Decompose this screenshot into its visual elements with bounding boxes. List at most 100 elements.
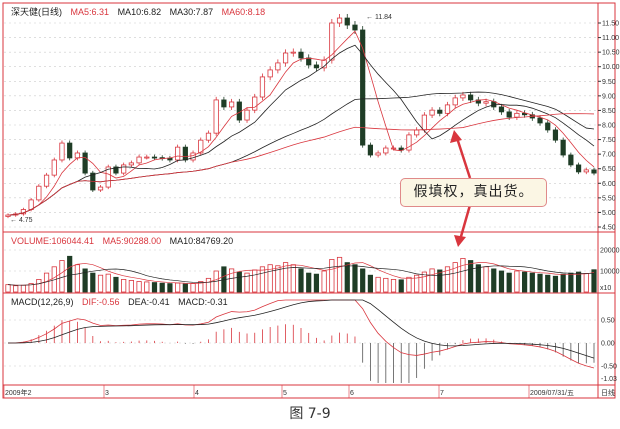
volume-bar (259, 266, 266, 293)
volume-bar (452, 262, 458, 293)
ma5-line (7, 30, 595, 216)
volume-bar (360, 268, 366, 293)
volume-bar (383, 277, 389, 293)
volume-header: VOLUME:106044.41 MA5:90288.00 MA10:84769… (11, 236, 239, 246)
volume-unit-label: x10 (600, 285, 611, 292)
volume-bar (460, 257, 466, 293)
candle-body (51, 159, 57, 176)
volume-bar (190, 283, 196, 293)
volume-bar (429, 268, 435, 293)
candle-body (491, 101, 497, 108)
volume-ma10-label: MA10:84769.20 (169, 236, 234, 246)
volume-bar (136, 281, 142, 293)
candle-body (282, 52, 289, 64)
price-tick-label: 6.50 (602, 166, 616, 173)
candle-body (252, 96, 258, 111)
candle-body (360, 29, 366, 146)
candle-body (591, 169, 597, 174)
candle-body (121, 164, 127, 174)
volume-bar (375, 276, 381, 293)
volume-bar (144, 281, 150, 293)
candle-body (352, 24, 358, 31)
volume-bar (583, 273, 589, 293)
volume-bar (128, 280, 134, 293)
candle-body (545, 122, 551, 131)
candle-body (383, 147, 389, 154)
period-label: 日线 (601, 388, 615, 397)
price-tick-label: 10.50 (602, 50, 620, 57)
volume-bar (437, 269, 443, 293)
volume-bar (121, 278, 127, 293)
candle-body (205, 132, 212, 141)
candle-body (306, 57, 312, 66)
dif-label: DIF:-0.56 (82, 297, 120, 307)
dea-line (7, 299, 595, 359)
candle-body (290, 51, 296, 54)
candle-body (59, 142, 65, 161)
volume-bar (468, 260, 474, 293)
volume-bar (336, 256, 343, 293)
price-header: 深天健(日线) MA5:6.31 MA10:6.82 MA30:7.87 MA6… (11, 5, 271, 18)
volume-bar (560, 273, 566, 293)
volume-bar (252, 269, 258, 293)
candle-body (429, 109, 435, 116)
candle-body (313, 64, 320, 69)
volume-bar (13, 285, 19, 293)
price-tick-label: 7.00 (602, 152, 616, 159)
candle-body (568, 154, 574, 166)
volume-tick-label: 10000 (600, 269, 620, 276)
candle-body (182, 146, 188, 161)
volume-bar (67, 255, 73, 293)
volume-bar (306, 272, 312, 293)
candle-body (67, 142, 73, 159)
figure-caption: 图 7-9 (289, 406, 331, 422)
macd-title: MACD(12,26,9) (11, 297, 74, 307)
candle-body (28, 199, 34, 210)
candle-body (537, 117, 543, 124)
candle-body (97, 186, 104, 191)
price-tick-label: 9.00 (602, 93, 616, 100)
annotation-callout: 假填权，真出货。 (400, 178, 547, 207)
outer-frame (2, 2, 616, 399)
arrowhead-icon (450, 130, 462, 143)
price-tick-label: 5.00 (602, 210, 616, 217)
volume-bar (82, 268, 88, 293)
price-tick-label: 11.50 (602, 21, 619, 28)
volume-bar (175, 282, 181, 293)
candle-body (506, 111, 512, 118)
volume-bar (545, 274, 551, 293)
date-label: 7 (440, 390, 444, 397)
volume-bar (151, 282, 158, 293)
volume-bar (390, 278, 397, 293)
candle-body (244, 109, 250, 121)
volume-bar (182, 283, 188, 293)
volume-bar (568, 272, 574, 293)
candle-body (43, 174, 50, 187)
volume-bar (236, 271, 242, 293)
candle-body (267, 69, 273, 78)
volume-bar (113, 276, 119, 293)
volume-bar (105, 273, 111, 293)
volume-bar (514, 270, 520, 293)
candle-body (113, 166, 119, 174)
volume-bar (522, 271, 528, 293)
volume-bar (97, 274, 104, 293)
candle-body (221, 99, 227, 108)
macd-tick-label: -0.50 (601, 364, 617, 371)
volume-bar (313, 273, 320, 293)
candle-body (406, 134, 412, 151)
volume-bar (475, 264, 481, 293)
volume-bar (59, 260, 65, 293)
date-label: 6 (350, 390, 354, 397)
candle-body (560, 139, 566, 156)
chart-title: 深天健(日线) (11, 7, 62, 17)
candle-body (398, 147, 404, 151)
candle-body (452, 97, 458, 106)
candle-body (344, 17, 350, 26)
candle-body (375, 152, 381, 156)
price-tick-label: 6.00 (602, 181, 616, 188)
volume-bar (198, 281, 204, 293)
volume-bar (414, 274, 420, 293)
